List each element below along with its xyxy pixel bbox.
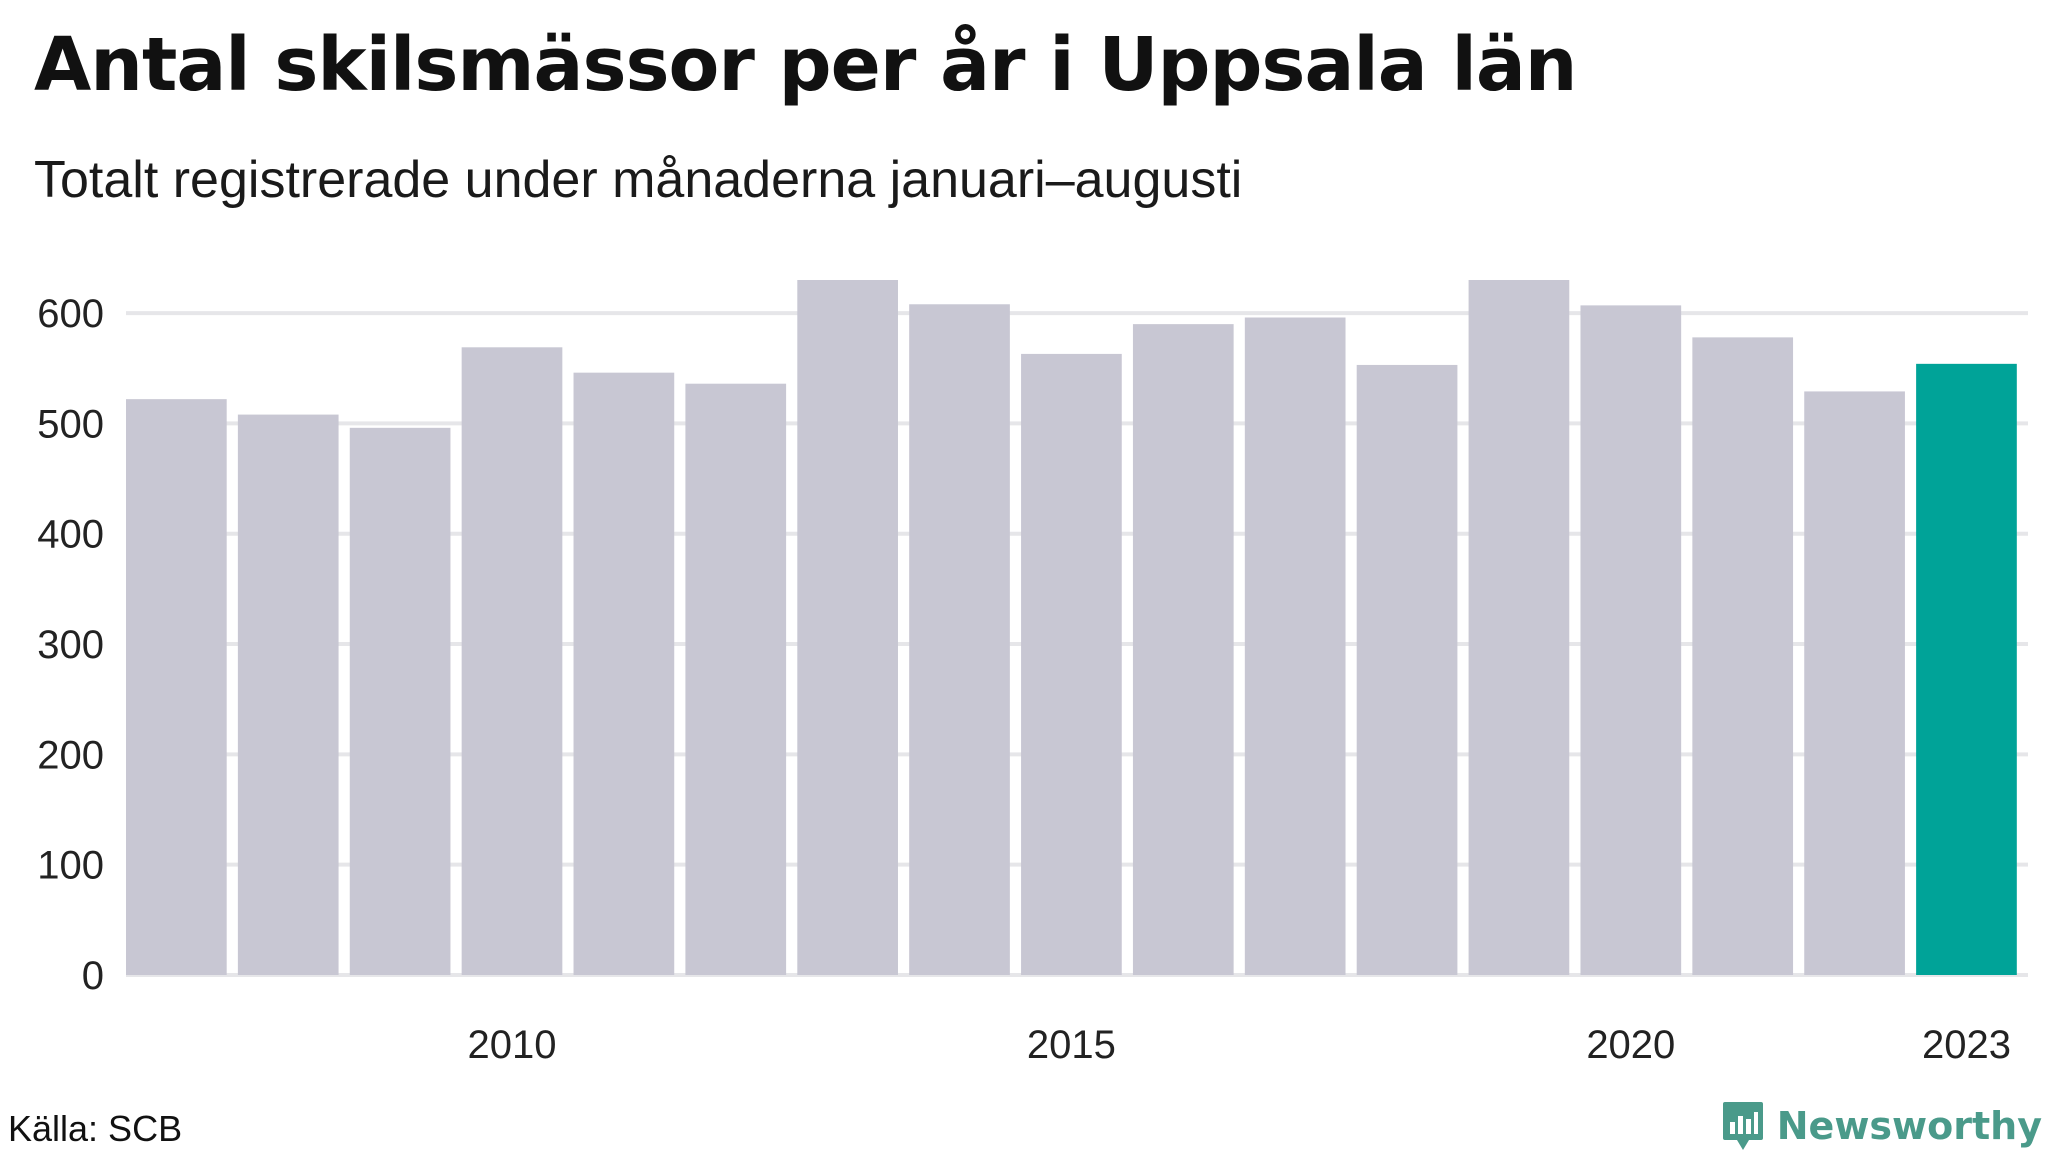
bar-2011	[573, 372, 675, 976]
y-tick-label-100: 100	[37, 844, 104, 888]
bar-2018	[1356, 364, 1458, 975]
bar-2012	[685, 383, 787, 975]
y-tick-label-600: 600	[37, 292, 104, 336]
chart-subtitle: Totalt registrerade under månaderna janu…	[34, 151, 1243, 209]
brand-name: Newsworthy	[1776, 1104, 2042, 1148]
bar-2013	[797, 280, 898, 975]
bar-2007	[126, 399, 227, 976]
y-tick-label-500: 500	[37, 402, 104, 446]
bars	[126, 280, 2017, 976]
x-tick-label-2010: 2010	[468, 1023, 557, 1067]
bar-2010	[461, 347, 563, 975]
bar-2017	[1244, 317, 1346, 975]
bar-2014	[909, 304, 1010, 975]
bar-2016	[1132, 324, 1234, 976]
y-tick-label-0: 0	[82, 954, 104, 998]
x-tick-label-2023: 2023	[1922, 1023, 2011, 1067]
bar-2021	[1692, 337, 1794, 975]
x-tick-label-2020: 2020	[1586, 1023, 1675, 1067]
source-note: Källa: SCB	[8, 1108, 183, 1149]
bar-2020	[1580, 305, 1682, 975]
y-tick-label-200: 200	[37, 733, 104, 777]
bar-2022	[1804, 391, 1905, 975]
bar-2009	[349, 427, 451, 975]
x-axis-ticks: 2010 2015 2020 2023	[468, 1023, 2011, 1067]
brand: Newsworthy	[1721, 1100, 2042, 1152]
newsworthy-logo-icon	[1722, 1102, 1763, 1150]
bar-2023	[1916, 363, 2017, 975]
y-tick-label-400: 400	[37, 513, 104, 557]
bar-2008	[237, 414, 339, 976]
bar-2015	[1021, 353, 1122, 975]
x-tick-label-2015: 2015	[1027, 1023, 1116, 1067]
chart-title: Antal skilsmässor per år i Uppsala län	[34, 22, 1577, 108]
bar-2019	[1468, 280, 1570, 975]
y-axis-ticks: 0 100 200 300 400 500 600	[37, 292, 104, 998]
bar-chart: 0 100 200 300 400 500 600 2010 2015 2020 2023	[37, 280, 2028, 1067]
y-tick-label-300: 300	[37, 623, 104, 667]
